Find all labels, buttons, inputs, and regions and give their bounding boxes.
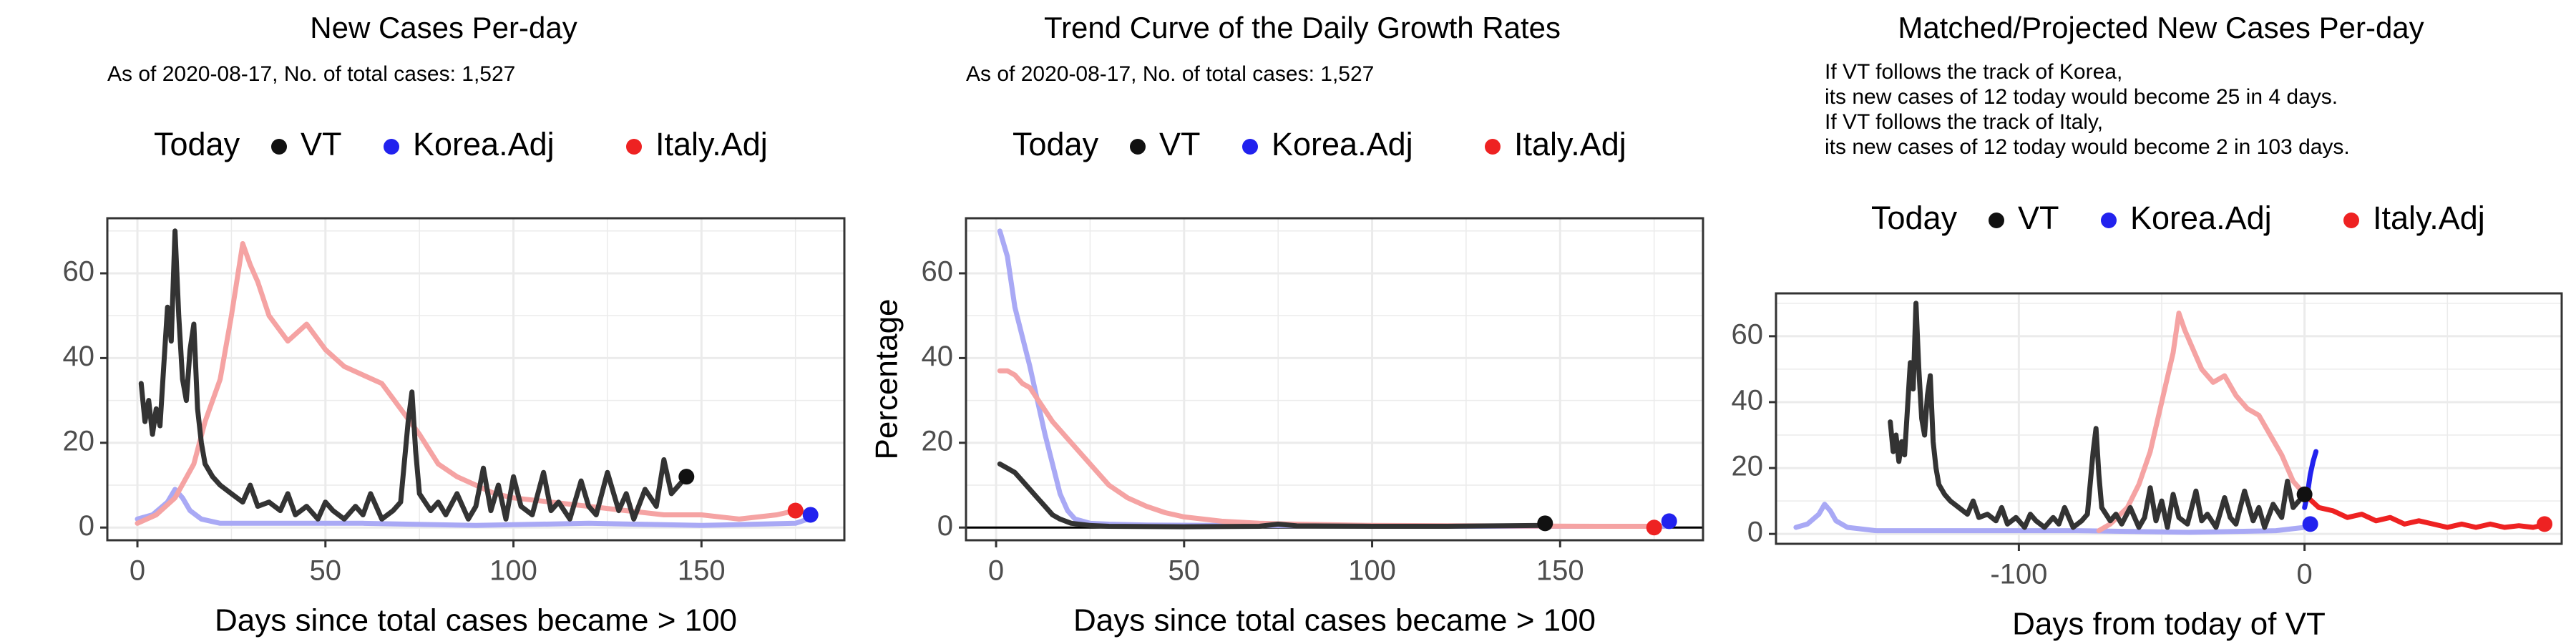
series-group xyxy=(1793,301,2550,535)
legend-title: Today xyxy=(154,126,240,162)
legend-key-korea-adj xyxy=(384,139,399,155)
series-group xyxy=(135,228,817,528)
chart-title: Matched/Projected New Cases Per-day xyxy=(1898,11,2424,44)
today-point-vt xyxy=(1537,515,1553,532)
today-point-vt xyxy=(678,469,695,485)
today-point-korea-adj xyxy=(2302,516,2318,532)
series-line-korea-adj-history xyxy=(1793,502,2308,535)
x-tick-label: 50 xyxy=(1169,555,1201,587)
y-tick-label: 20 xyxy=(63,425,95,457)
y-tick-label: 40 xyxy=(63,341,95,372)
chart-legend: Today VT Korea.Adj Italy.Adj xyxy=(1013,126,1626,162)
chart-legend: Today VT Korea.Adj Italy.Adj xyxy=(1871,200,2485,236)
chart-subtitle-line: If VT follows the track of Korea, xyxy=(1825,60,2122,84)
y-tick-label: 40 xyxy=(922,341,954,372)
chart-subtitle-line: its new cases of 12 today would become 2… xyxy=(1825,85,2338,109)
legend-label: VT xyxy=(1159,126,1201,162)
series-line-vt xyxy=(138,228,689,522)
y-tick-label: 60 xyxy=(922,256,954,288)
legend-label: VT xyxy=(301,126,342,162)
legend-title: Today xyxy=(1871,200,1958,236)
legend-key-italy-adj xyxy=(626,139,642,155)
series-line-italy-adj xyxy=(2302,492,2550,530)
legend-title: Today xyxy=(1013,126,1099,162)
today-point-italy-adj xyxy=(787,502,804,519)
today-point-korea-adj xyxy=(802,507,819,523)
x-tick-label: 100 xyxy=(1348,555,1396,587)
x-axis-title: Days since total cases became > 100 xyxy=(215,603,737,638)
legend-label: Italy.Adj xyxy=(1514,126,1626,162)
series-group xyxy=(997,228,1668,530)
legend-label: Korea.Adj xyxy=(413,126,555,162)
gridlines xyxy=(1776,293,2562,544)
legend-label: Italy.Adj xyxy=(655,126,768,162)
y-tick-label: 0 xyxy=(79,510,94,542)
series-line-vt xyxy=(1888,301,2308,530)
x-axis-title: Days from today of VT xyxy=(2012,607,2326,642)
y-tick-label: 0 xyxy=(1747,517,1763,548)
plot-border xyxy=(1775,292,2563,545)
series-line-korea-adj-history xyxy=(135,487,817,528)
y-tick-label: 20 xyxy=(922,425,954,457)
x-tick-label: 0 xyxy=(2297,559,2313,590)
x-axis-title: Days since total cases became > 100 xyxy=(1073,603,1596,638)
x-tick-label: 100 xyxy=(489,555,537,587)
x-tick-label: 150 xyxy=(1536,555,1584,587)
y-tick-label: 60 xyxy=(63,256,95,288)
legend-key-korea-adj xyxy=(2101,213,2117,228)
y-axis-title: Percentage xyxy=(869,298,904,459)
series-line-italy-adj-history xyxy=(135,241,809,526)
legend-label: Korea.Adj xyxy=(1272,126,1413,162)
y-tick-label: 20 xyxy=(1732,451,1764,482)
chart-panel-3: Matched/Projected New Cases Per-day If VT… xyxy=(1732,11,2563,642)
plot-border xyxy=(106,217,846,542)
series-line-vt xyxy=(997,461,1548,530)
y-tick-label: 60 xyxy=(1732,318,1764,350)
x-tick-label: -100 xyxy=(1990,559,2047,590)
chart-subtitle: As of 2020-08-17, No. of total cases: 1,… xyxy=(966,62,1374,86)
chart-panel-1: New Cases Per-day As of 2020-08-17, No. o… xyxy=(63,11,846,638)
legend-key-vt xyxy=(271,139,287,155)
legend-key-italy-adj xyxy=(1485,139,1501,155)
y-tick-label: 40 xyxy=(1732,385,1764,416)
legend-label: Italy.Adj xyxy=(2373,200,2485,236)
legend-key-vt xyxy=(1130,139,1146,155)
x-tick-label: 0 xyxy=(988,555,1004,587)
legend-key-vt xyxy=(1989,213,2004,228)
x-tick-label: 0 xyxy=(130,555,145,587)
today-point-italy-adj xyxy=(2537,516,2553,532)
chart-subtitle-line: If VT follows the track of Italy, xyxy=(1825,110,2103,134)
chart-title: Trend Curve of the Daily Growth Rates xyxy=(1044,11,1561,44)
y-tick-label: 0 xyxy=(937,510,953,542)
chart-subtitle-line: its new cases of 12 today would become 2… xyxy=(1825,135,2350,159)
x-tick-label: 150 xyxy=(678,555,726,587)
series-line-italy-adj-history xyxy=(2096,311,2308,534)
legend-label: VT xyxy=(2018,200,2059,236)
x-tick-label: 50 xyxy=(310,555,342,587)
chart-subtitle: As of 2020-08-17, No. of total cases: 1,… xyxy=(107,62,515,86)
legend-label: Korea.Adj xyxy=(2130,200,2272,236)
chart-title: New Cases Per-day xyxy=(310,11,577,44)
chart-legend: Today VT Korea.Adj Italy.Adj xyxy=(154,126,768,162)
plot-background xyxy=(966,218,1703,540)
legend-key-korea-adj xyxy=(1242,139,1258,155)
today-point-vt xyxy=(2296,486,2313,502)
today-point-korea-adj xyxy=(1661,513,1677,530)
plot-border xyxy=(965,217,1704,542)
today-point-italy-adj xyxy=(1646,519,1662,536)
legend-key-italy-adj xyxy=(2343,213,2359,228)
chart-panel-2: Trend Curve of the Daily Growth Rates As … xyxy=(869,11,1704,638)
